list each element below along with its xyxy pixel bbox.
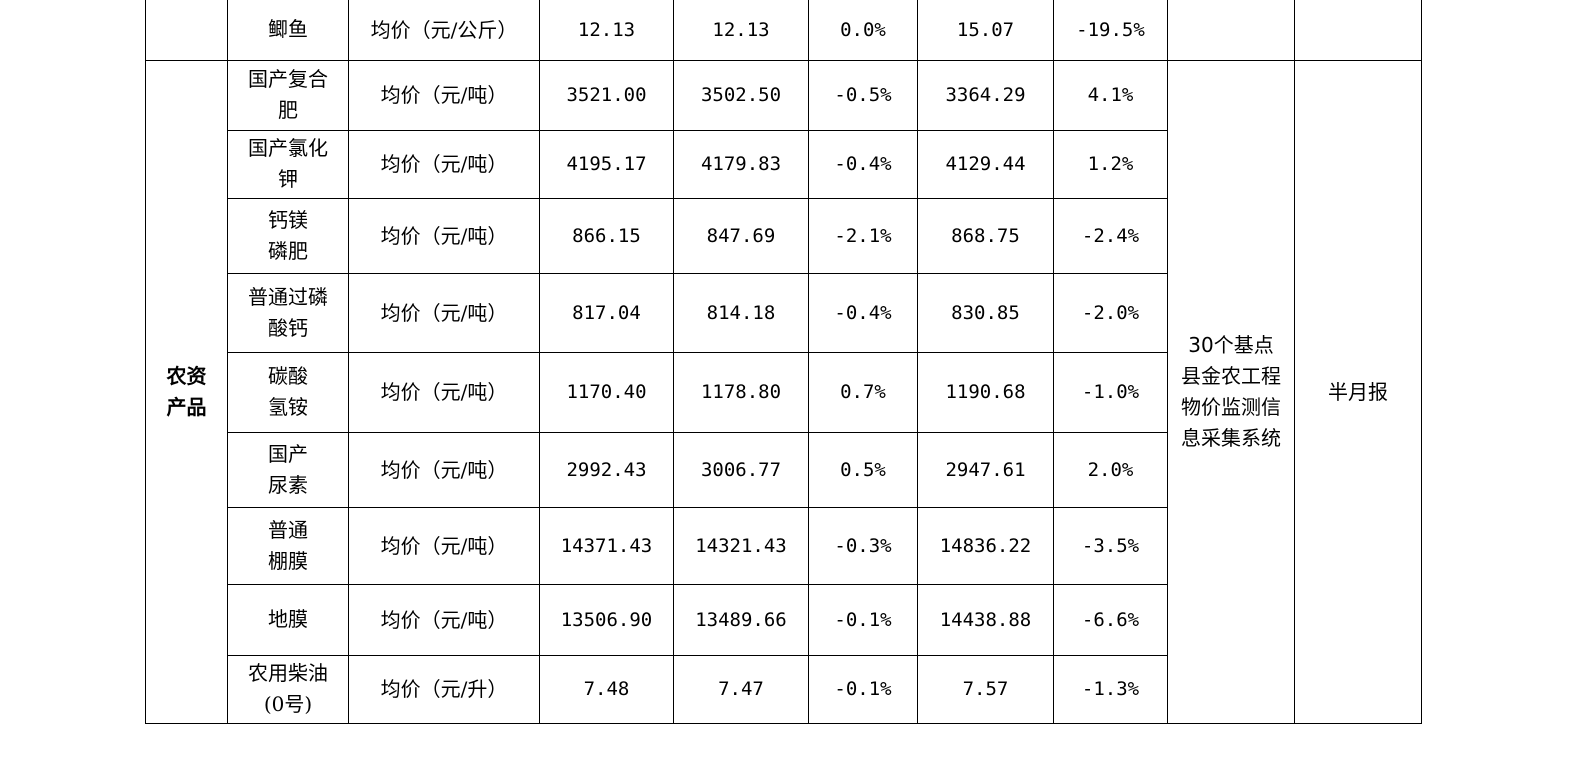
change-year: -1.0% (1053, 351, 1168, 433)
change-period: 0.5% (808, 431, 918, 508)
value-previous: 12.13 (673, 0, 809, 61)
unit-cell: 均价（元/吨） (348, 506, 540, 585)
item-name: 钙镁磷肥 (227, 197, 349, 274)
category-cell-empty (145, 0, 228, 61)
item-name: 国产氯化钾 (227, 129, 349, 199)
value-current: 4195.17 (539, 129, 674, 199)
value-current: 1170.40 (539, 351, 674, 433)
value-current: 866.15 (539, 197, 674, 274)
value-previous: 1178.80 (673, 351, 809, 433)
value-last-year: 14438.88 (917, 583, 1054, 656)
table-row: 国产氯化钾 均价（元/吨） 4195.17 4179.83 -0.4% 4129… (146, 129, 1422, 199)
unit-cell: 均价（元/吨） (348, 59, 540, 131)
value-last-year: 2947.61 (917, 431, 1054, 508)
item-name: 普通过磷酸钙 (227, 272, 349, 353)
unit-cell: 均价（元/公斤） (348, 0, 540, 61)
change-period: -0.1% (808, 583, 918, 656)
change-year: -2.0% (1053, 272, 1168, 353)
change-year: 1.2% (1053, 129, 1168, 199)
item-name: 鲫鱼 (227, 0, 349, 61)
unit-cell: 均价（元/吨） (348, 351, 540, 433)
table-row: 鲫鱼 均价（元/公斤） 12.13 12.13 0.0% 15.07 -19.5… (145, 0, 1422, 61)
change-year: 2.0% (1053, 431, 1168, 508)
change-period: 0.0% (808, 0, 918, 61)
unit-cell: 均价（元/吨） (348, 583, 540, 656)
change-period: -0.3% (808, 506, 918, 585)
change-year: -2.4% (1053, 197, 1168, 274)
table-row: 农资产品 国产复合肥 均价（元/吨） 3521.00 3502.50 -0.5%… (145, 59, 1422, 724)
value-current: 3521.00 (539, 59, 674, 131)
unit-cell: 均价（元/吨） (348, 431, 540, 508)
change-period: 0.7% (808, 351, 918, 433)
value-last-year: 14836.22 (917, 506, 1054, 585)
value-current: 12.13 (539, 0, 674, 61)
value-current: 13506.90 (539, 583, 674, 656)
value-last-year: 868.75 (917, 197, 1054, 274)
value-previous: 814.18 (673, 272, 809, 353)
unit-cell: 均价（元/升） (348, 654, 540, 724)
value-previous: 3006.77 (673, 431, 809, 508)
change-year: -19.5% (1053, 0, 1168, 61)
value-previous: 847.69 (673, 197, 809, 274)
change-period: -0.1% (808, 654, 918, 724)
change-period: -0.5% (808, 59, 918, 131)
table-row: 国产尿素 均价（元/吨） 2992.43 3006.77 0.5% 2947.6… (146, 431, 1422, 508)
value-current: 7.48 (539, 654, 674, 724)
category-cell: 农资产品 (145, 59, 228, 724)
value-previous: 13489.66 (673, 583, 809, 656)
change-year: -3.5% (1053, 506, 1168, 585)
table-row: 地膜 均价（元/吨） 13506.90 13489.66 -0.1% 14438… (146, 583, 1422, 656)
item-name: 国产尿素 (227, 431, 349, 508)
value-previous: 7.47 (673, 654, 809, 724)
unit-cell: 均价（元/吨） (348, 129, 540, 199)
value-current: 817.04 (539, 272, 674, 353)
value-last-year: 7.57 (917, 654, 1054, 724)
value-last-year: 4129.44 (917, 129, 1054, 199)
item-name: 国产复合肥 (227, 59, 349, 131)
table-row: 农用柴油(0号) 均价（元/升） 7.48 7.47 -0.1% 7.57 -1… (146, 654, 1422, 724)
item-name: 碳酸氢铵 (227, 351, 349, 433)
table-row: 普通棚膜 均价（元/吨） 14371.43 14321.43 -0.3% 148… (146, 506, 1422, 585)
value-previous: 14321.43 (673, 506, 809, 585)
value-current: 2992.43 (539, 431, 674, 508)
frequency-cell: 半月报 (1294, 59, 1422, 724)
item-name: 普通棚膜 (227, 506, 349, 585)
value-last-year: 830.85 (917, 272, 1054, 353)
change-period: -0.4% (808, 272, 918, 353)
value-previous: 3502.50 (673, 59, 809, 131)
value-previous: 4179.83 (673, 129, 809, 199)
source-label: 30个基点县金农工程物价监测信息采集系统 (1181, 332, 1281, 450)
unit-cell: 均价（元/吨） (348, 272, 540, 353)
frequency-cell-empty (1294, 0, 1422, 61)
change-period: -0.4% (808, 129, 918, 199)
table-row: 碳酸氢铵 均价（元/吨） 1170.40 1178.80 0.7% 1190.6… (146, 351, 1422, 433)
item-name: 农用柴油(0号) (227, 654, 349, 724)
value-last-year: 3364.29 (917, 59, 1054, 131)
item-name: 地膜 (227, 583, 349, 656)
source-cell: 30个基点县金农工程物价监测信息采集系统 (1167, 59, 1295, 724)
change-year: -1.3% (1053, 654, 1168, 724)
change-period: -2.1% (808, 197, 918, 274)
value-last-year: 1190.68 (917, 351, 1054, 433)
change-year: -6.6% (1053, 583, 1168, 656)
table-row: 钙镁磷肥 均价（元/吨） 866.15 847.69 -2.1% 868.75 … (146, 197, 1422, 274)
value-last-year: 15.07 (917, 0, 1054, 61)
table-row: 普通过磷酸钙 均价（元/吨） 817.04 814.18 -0.4% 830.8… (146, 272, 1422, 353)
value-current: 14371.43 (539, 506, 674, 585)
source-cell-empty (1167, 0, 1295, 61)
change-year: 4.1% (1053, 59, 1168, 131)
category-label: 农资产品 (166, 363, 207, 419)
unit-cell: 均价（元/吨） (348, 197, 540, 274)
price-table: 鲫鱼 均价（元/公斤） 12.13 12.13 0.0% 15.07 -19.5… (145, 0, 1422, 724)
